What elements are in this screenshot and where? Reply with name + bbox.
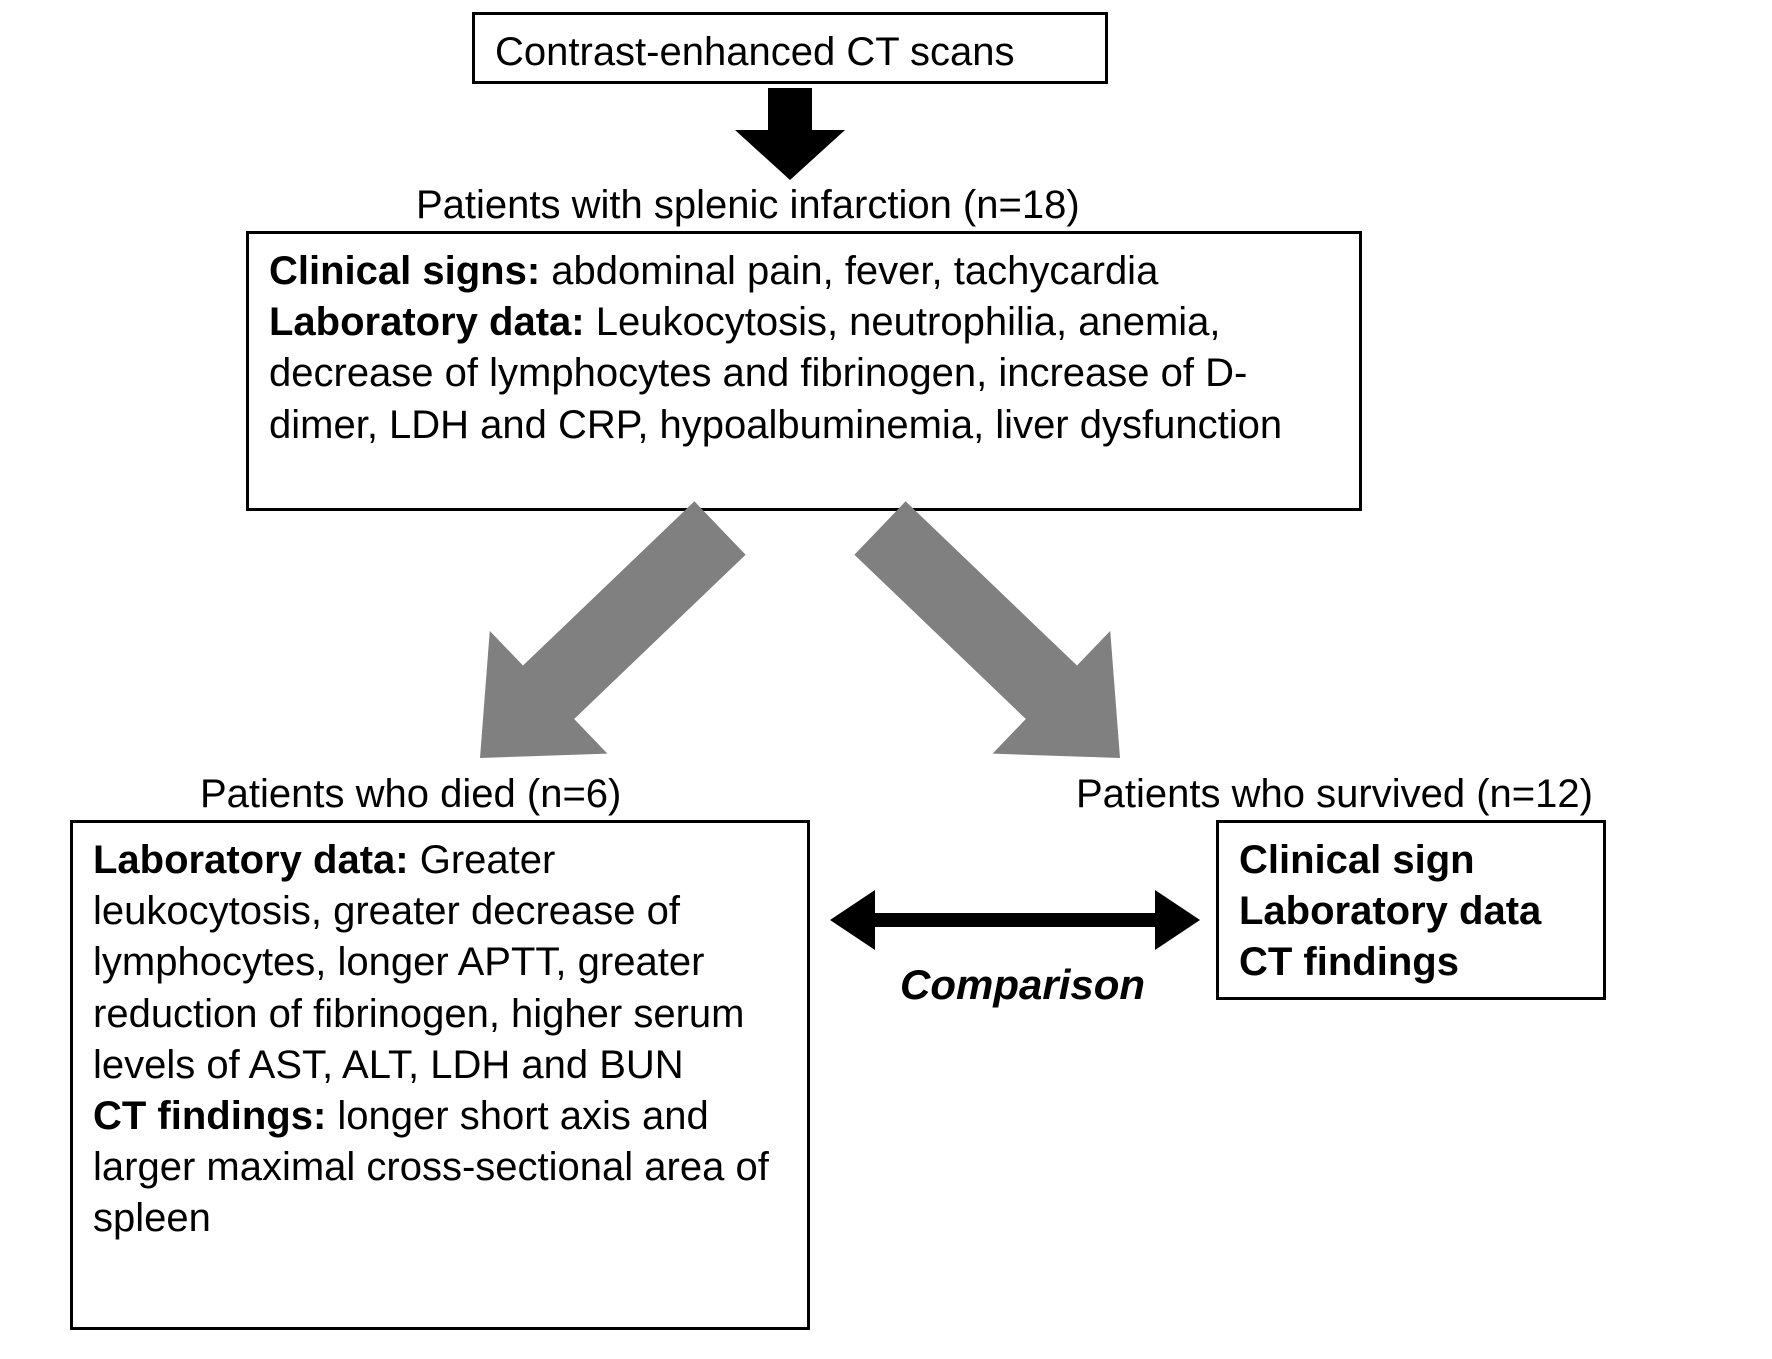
- node-right_caption: Patients who survived (n=12): [1076, 770, 1593, 818]
- node-right_box: Clinical signLaboratory dataCT findings: [1216, 820, 1606, 1000]
- node-mid_caption: Patients with splenic infarction (n=18): [416, 181, 1080, 229]
- node-mid_box: Clinical signs: abdominal pain, fever, t…: [246, 231, 1362, 511]
- node-comparison_label: Comparison: [900, 960, 1145, 1010]
- node-left_box: Laboratory data: Greater leukocytosis, g…: [70, 820, 810, 1330]
- node-top_box: Contrast-enhanced CT scans: [472, 12, 1108, 84]
- flowchart-stage: Contrast-enhanced CT scans Patients with …: [0, 0, 1772, 1359]
- node-left_caption: Patients who died (n=6): [200, 770, 621, 818]
